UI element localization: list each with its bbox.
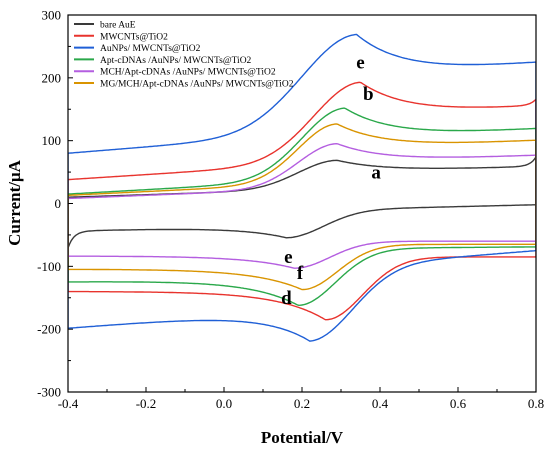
legend-label: MG/MCH/Apt-cDNAs /AuNPs/ MWCNTs@TiO2 xyxy=(100,80,294,90)
series-line-3 xyxy=(68,33,536,342)
y-tick-label: -200 xyxy=(37,322,61,337)
x-tick-label: 0.0 xyxy=(216,396,232,411)
legend-label: MWCNTs@TiO2 xyxy=(100,32,168,42)
series-line-2 xyxy=(68,81,536,321)
y-tick-label: 200 xyxy=(42,70,62,85)
curve-label: d xyxy=(281,288,292,309)
legend-label: Apt-cDNAs /AuNPs/ MWCNTs@TiO2 xyxy=(100,56,252,66)
y-tick-label: 300 xyxy=(42,8,62,23)
curve-label: b xyxy=(363,84,374,105)
y-tick-label: 100 xyxy=(42,133,62,148)
x-tick-label: -0.2 xyxy=(136,396,157,411)
y-tick-label: -300 xyxy=(37,385,61,400)
curve-label: e xyxy=(356,52,364,73)
curve-label: f xyxy=(297,263,304,284)
series-line-5 xyxy=(68,142,536,269)
x-tick-label: -0.4 xyxy=(58,396,79,411)
curve-label: e xyxy=(284,247,292,268)
legend-label: bare AuE xyxy=(100,21,136,31)
x-axis-title: Potential/V xyxy=(261,428,344,447)
x-tick-label: 0.2 xyxy=(294,396,310,411)
y-axis-title: Current/μA xyxy=(5,159,24,246)
x-tick-label: 0.4 xyxy=(372,396,389,411)
series-line-4 xyxy=(68,107,536,307)
legend-label: MCH/Apt-cDNAs /AuNPs/ MWCNTs@TiO2 xyxy=(100,68,276,78)
curve-label: a xyxy=(371,162,381,183)
x-tick-label: 0.6 xyxy=(450,396,467,411)
series-line-6 xyxy=(68,123,536,291)
legend-label: AuNPs/ MWCNTs@TiO2 xyxy=(100,44,201,54)
x-tick-label: 0.8 xyxy=(528,396,544,411)
y-tick-label: 0 xyxy=(55,196,62,211)
series-line-1 xyxy=(68,155,536,249)
y-tick-label: -100 xyxy=(37,259,61,274)
